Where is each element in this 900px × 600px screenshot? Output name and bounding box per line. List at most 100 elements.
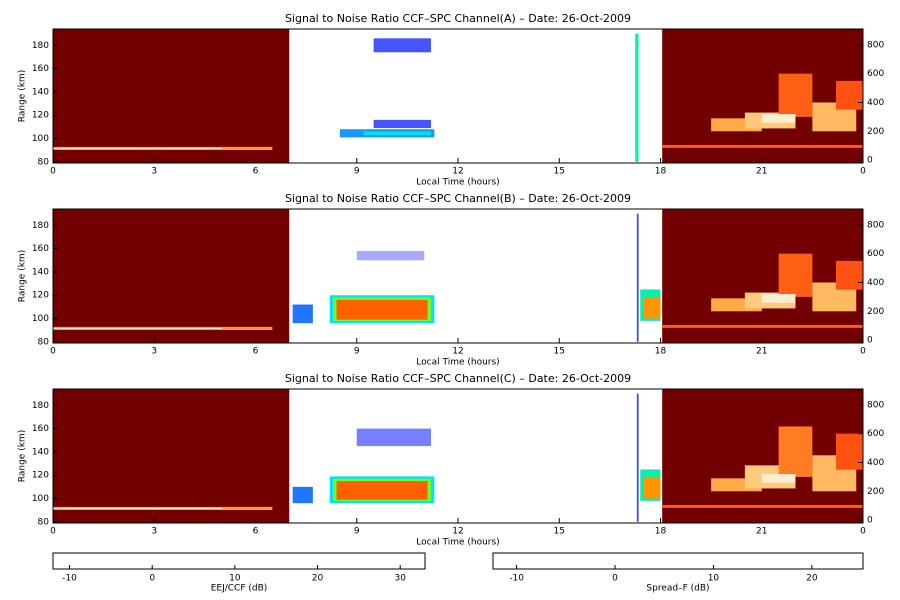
y2-tick-label: 0 bbox=[867, 336, 873, 346]
x-tick-label: 6 bbox=[253, 527, 259, 537]
heatmap bbox=[53, 389, 863, 523]
x-tick-label: 18 bbox=[655, 167, 667, 177]
heatmap-cell bbox=[662, 29, 863, 163]
y2-tick-label: 400 bbox=[867, 458, 884, 468]
y2-tick-label: 200 bbox=[867, 487, 884, 497]
panel-title: Signal to Noise Ratio CCF–SPC Channel(C)… bbox=[285, 372, 631, 385]
y-axis-label: Range (km) bbox=[18, 70, 28, 122]
heatmap-cell bbox=[662, 324, 863, 328]
heatmap-cell bbox=[363, 131, 431, 136]
y-tick-label: 80 bbox=[38, 517, 50, 527]
x-tick-label: 15 bbox=[554, 167, 565, 177]
heatmap-cell bbox=[662, 209, 863, 343]
x-tick-label: 0 bbox=[860, 167, 866, 177]
x-tick-label: 12 bbox=[452, 347, 463, 357]
heatmap-cell bbox=[53, 29, 290, 163]
x-tick-label: 3 bbox=[151, 347, 157, 357]
x-tick-label: 21 bbox=[756, 167, 767, 177]
y2-tick-label: 200 bbox=[867, 127, 884, 137]
y2-tick-label: 800 bbox=[867, 40, 884, 50]
heatmap-cell bbox=[373, 119, 431, 129]
y2-tick-label: 600 bbox=[867, 249, 884, 259]
heatmap-cell bbox=[836, 260, 863, 290]
x-tick-label: 3 bbox=[151, 527, 157, 537]
heatmap-cell bbox=[836, 433, 863, 470]
heatmap-cell bbox=[662, 504, 863, 508]
x-tick-label: 9 bbox=[354, 347, 360, 357]
colorbar-tick-label: 10 bbox=[708, 574, 720, 584]
y-tick-label: 140 bbox=[32, 267, 49, 277]
heatmap-cell bbox=[373, 38, 431, 53]
y-tick-label: 80 bbox=[38, 157, 50, 167]
y-tick-label: 100 bbox=[32, 134, 49, 144]
heatmap-cell bbox=[643, 297, 661, 319]
x-tick-label: 15 bbox=[554, 527, 565, 537]
heatmap-cell bbox=[356, 250, 425, 261]
y-tick-label: 80 bbox=[38, 337, 50, 347]
y-tick-label: 140 bbox=[32, 87, 49, 97]
x-tick-label: 12 bbox=[452, 527, 463, 537]
heatmap-cell bbox=[761, 474, 796, 483]
y2-tick-label: 400 bbox=[867, 98, 884, 108]
x-tick-label: 0 bbox=[860, 527, 866, 537]
x-tick-label: 6 bbox=[253, 347, 259, 357]
x-tick-label: 9 bbox=[354, 527, 360, 537]
y-tick-label: 160 bbox=[32, 424, 49, 434]
y-tick-label: 100 bbox=[32, 314, 49, 324]
panel-title: Signal to Noise Ratio CCF–SPC Channel(A)… bbox=[285, 12, 631, 25]
y2-tick-label: 600 bbox=[867, 69, 884, 79]
heatmap-cell bbox=[761, 114, 796, 123]
colorbar-tick-label: -10 bbox=[509, 574, 524, 584]
colorbar-tick-label: 10 bbox=[229, 574, 241, 584]
heatmap-cell bbox=[53, 389, 290, 523]
colorbar-label: EEJ/CCF (dB) bbox=[211, 584, 268, 594]
x-tick-label: 0 bbox=[860, 347, 866, 357]
heatmap-cell bbox=[336, 299, 428, 320]
x-tick-label: 18 bbox=[655, 527, 667, 537]
y-tick-label: 140 bbox=[32, 447, 49, 457]
y2-tick-label: 0 bbox=[867, 156, 873, 166]
y-tick-label: 120 bbox=[32, 111, 49, 121]
y2-tick-label: 800 bbox=[867, 220, 884, 230]
heatmap-cell bbox=[53, 148, 222, 150]
x-tick-label: 18 bbox=[655, 347, 667, 357]
colorbar bbox=[52, 552, 426, 570]
heatmap-cell bbox=[636, 213, 639, 342]
y-tick-label: 120 bbox=[32, 471, 49, 481]
y2-tick-label: 600 bbox=[867, 429, 884, 439]
heatmap-cell bbox=[662, 144, 863, 148]
heatmap-cell bbox=[636, 393, 639, 522]
heatmap-cell bbox=[778, 426, 813, 477]
heatmap-cell bbox=[292, 486, 313, 504]
heatmap-cell bbox=[292, 304, 313, 324]
y-tick-label: 180 bbox=[32, 401, 49, 411]
heatmap-cell bbox=[356, 428, 431, 447]
colorbar-tick-label: 30 bbox=[394, 574, 406, 584]
panel-title: Signal to Noise Ratio CCF–SPC Channel(B)… bbox=[285, 192, 631, 205]
x-tick-label: 21 bbox=[756, 347, 767, 357]
colorbar-tick-label: -10 bbox=[62, 574, 77, 584]
y-tick-label: 180 bbox=[32, 221, 49, 231]
x-axis-label: Local Time (hours) bbox=[416, 178, 499, 188]
heatmap-cell bbox=[778, 73, 813, 117]
heatmap-cell bbox=[53, 508, 222, 510]
y-tick-label: 180 bbox=[32, 41, 49, 51]
x-tick-label: 3 bbox=[151, 167, 157, 177]
x-axis-label: Local Time (hours) bbox=[416, 358, 499, 368]
colorbar-tick-label: 20 bbox=[806, 574, 818, 584]
y-axis-label: Range (km) bbox=[18, 430, 28, 482]
y-tick-label: 160 bbox=[32, 64, 49, 74]
y-axis-label: Range (km) bbox=[18, 250, 28, 302]
colorbar-label: Spread–F (dB) bbox=[646, 584, 709, 594]
colorbar-tick-label: 0 bbox=[612, 574, 618, 584]
x-tick-label: 0 bbox=[50, 527, 56, 537]
y-tick-label: 160 bbox=[32, 244, 49, 254]
colorbar-tick-label: 0 bbox=[149, 574, 155, 584]
heatmap-cell bbox=[53, 209, 290, 343]
x-tick-label: 12 bbox=[452, 167, 463, 177]
heatmap-cell bbox=[778, 253, 813, 297]
colorbar bbox=[492, 552, 864, 570]
heatmap-cell bbox=[336, 481, 428, 500]
x-tick-label: 15 bbox=[554, 347, 565, 357]
